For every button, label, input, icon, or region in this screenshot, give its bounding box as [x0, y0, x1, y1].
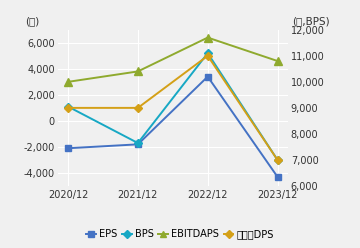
EBITDAPS: [136, 70, 140, 73]
EPS: [275, 175, 280, 178]
EBITDAPS: [206, 36, 210, 39]
Text: (원): (원): [25, 17, 40, 27]
EBITDAPS: [66, 80, 70, 83]
BPS: [206, 52, 210, 55]
EBITDAPS: [275, 60, 280, 62]
EPS: [66, 147, 70, 150]
Legend: EPS, BPS, EBITDAPS, 보통주DPS: EPS, BPS, EBITDAPS, 보통주DPS: [82, 225, 278, 243]
Line: 주동주더스DPS: 주동주더스DPS: [65, 53, 281, 163]
BPS: [136, 142, 140, 145]
주동주더스DPS: [66, 106, 70, 109]
BPS: [66, 105, 70, 108]
주동주더스DPS: [275, 158, 280, 161]
Line: BPS: BPS: [65, 50, 281, 163]
Line: EBITDAPS: EBITDAPS: [64, 34, 282, 86]
EPS: [136, 143, 140, 146]
EPS: [206, 75, 210, 78]
주동주더스DPS: [206, 54, 210, 57]
Line: EPS: EPS: [65, 73, 281, 180]
주동주더스DPS: [136, 106, 140, 109]
Text: (원,BPS): (원,BPS): [292, 17, 329, 27]
BPS: [275, 158, 280, 161]
